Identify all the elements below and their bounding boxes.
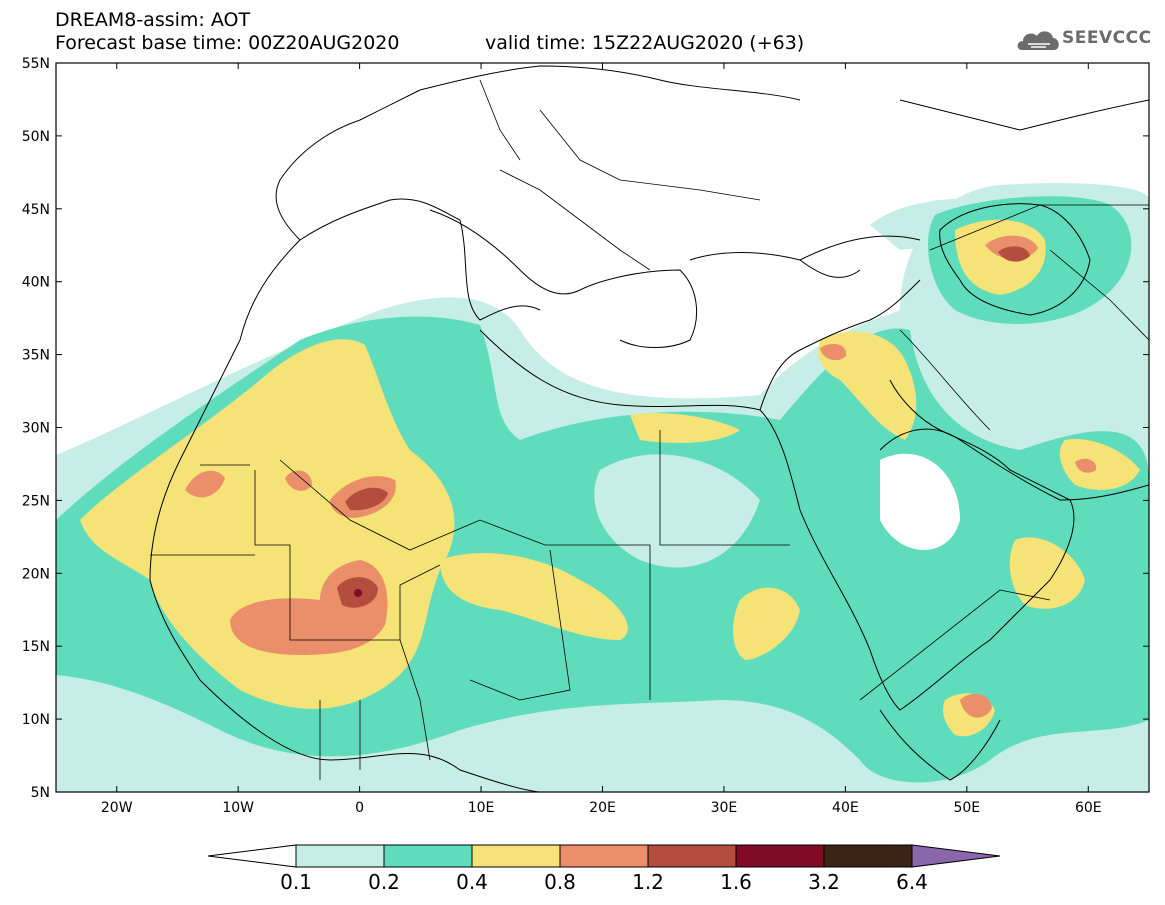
- aot-field: [56, 183, 1149, 792]
- colorbar-swatch: [559, 844, 649, 868]
- colorbar: 0.1 0.2 0.4 0.8 1.2 1.6 3.2 6.4: [207, 844, 1001, 894]
- x-tick-label: 50E: [953, 800, 980, 816]
- colorbar-swatch: [471, 844, 561, 868]
- valid-time: valid time: 15Z22AUG2020 (+63): [485, 32, 805, 54]
- cloud-logo-icon: [1017, 31, 1059, 50]
- colorbar-label: 1.6: [720, 870, 752, 894]
- colorbar-arrow-high: [911, 844, 1001, 868]
- y-tick-label: 5N: [31, 785, 50, 801]
- y-tick-label: 20N: [22, 566, 50, 582]
- logo-text: SEEVCCC: [1062, 28, 1152, 48]
- coastlines: [149, 65, 1149, 792]
- forecast-base-time: Forecast base time: 00Z20AUG2020: [55, 32, 400, 54]
- colorbar-label: 0.1: [280, 870, 312, 894]
- colorbar-label: 1.2: [632, 870, 664, 894]
- x-tick-label: 60E: [1075, 800, 1102, 816]
- colorbar-swatch: [647, 844, 737, 868]
- y-tick-label: 25N: [22, 493, 50, 509]
- map-title: DREAM8-assim: AOT: [55, 9, 251, 31]
- y-tick-label: 10N: [22, 712, 50, 728]
- colorbar-label: 6.4: [896, 870, 928, 894]
- x-tick-label: 40E: [832, 800, 859, 816]
- colorbar-label: 0.4: [456, 870, 488, 894]
- colorbar-arrow-low: [207, 844, 297, 868]
- axis-ticks: 20W 10W 0 10E 20E 30E 40E 50E 60E 5N 10N 15N 20N 25N 3…: [22, 56, 1149, 816]
- y-tick-label: 30N: [22, 421, 50, 437]
- colorbar-label: 3.2: [808, 870, 840, 894]
- x-tick-label: 20W: [101, 800, 133, 816]
- colorbar-swatch: [383, 844, 473, 868]
- colorbar-swatch: [735, 844, 825, 868]
- x-tick-label: 20E: [589, 800, 616, 816]
- colorbar-label: 0.2: [368, 870, 400, 894]
- y-tick-label: 55N: [22, 56, 50, 72]
- y-tick-label: 40N: [22, 275, 50, 291]
- borders: [150, 79, 1149, 780]
- x-tick-label: 0: [355, 800, 364, 816]
- colorbar-swatch: [823, 844, 913, 868]
- colorbar-label: 0.8: [544, 870, 576, 894]
- x-tick-label: 30E: [711, 800, 738, 816]
- y-tick-label: 50N: [22, 129, 50, 145]
- x-tick-label: 10E: [468, 800, 495, 816]
- y-tick-label: 15N: [22, 639, 50, 655]
- x-tick-label: 10W: [222, 800, 254, 816]
- y-tick-label: 35N: [22, 348, 50, 364]
- colorbar-swatch: [295, 844, 385, 868]
- y-tick-label: 45N: [22, 202, 50, 218]
